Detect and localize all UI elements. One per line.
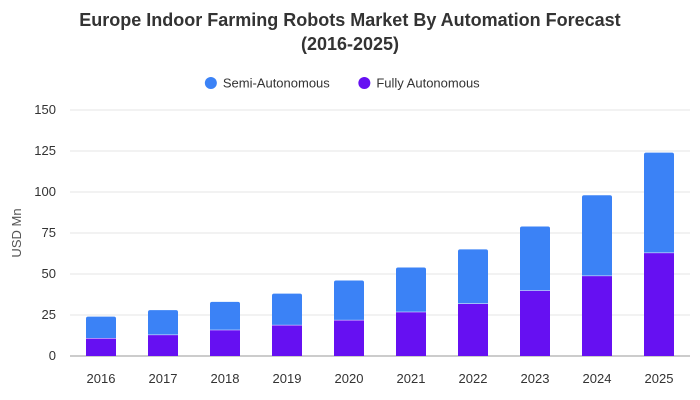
bar-fully-autonomous-2019[interactable] [272, 324, 302, 356]
chart-title: Europe Indoor Farming Robots Market By A… [79, 10, 621, 54]
x-tick-label: 2016 [87, 371, 116, 386]
y-tick-label: 0 [49, 348, 56, 363]
y-tick-label: 50 [42, 266, 56, 281]
y-tick-label: 75 [42, 225, 56, 240]
bar-semi-autonomous-2023[interactable] [520, 226, 550, 291]
bar-fully-autonomous-2020[interactable] [334, 319, 364, 356]
x-tick-label: 2025 [645, 371, 674, 386]
bar-semi-autonomous-2017[interactable] [148, 310, 178, 335]
bar-fully-autonomous-2016[interactable] [86, 337, 116, 356]
bar-fully-autonomous-2021[interactable] [396, 311, 426, 356]
x-tick-label: 2021 [397, 371, 426, 386]
x-tick-label: 2023 [521, 371, 550, 386]
legend-marker-icon [204, 77, 217, 89]
bar-semi-autonomous-2025[interactable] [644, 152, 674, 253]
bar-semi-autonomous-2024[interactable] [582, 195, 612, 276]
legend-item-semi-autonomous[interactable]: Semi-Autonomous [204, 76, 330, 91]
bar-fully-autonomous-2018[interactable] [210, 329, 240, 356]
legend-label: Semi-Autonomous [223, 76, 330, 91]
bar-fully-autonomous-2024[interactable] [582, 275, 612, 356]
bar-fully-autonomous-2023[interactable] [520, 290, 550, 356]
y-axis-label: USD Mn [9, 208, 24, 257]
y-tick-label: 150 [34, 102, 56, 117]
bar-semi-autonomous-2016[interactable] [86, 316, 116, 338]
x-tick-label: 2020 [335, 371, 364, 386]
bar-fully-autonomous-2017[interactable] [148, 334, 178, 356]
x-tick-label: 2019 [273, 371, 302, 386]
bar-fully-autonomous-2022[interactable] [458, 303, 488, 356]
bar-semi-autonomous-2019[interactable] [272, 293, 302, 325]
bar-semi-autonomous-2018[interactable] [210, 301, 240, 330]
bar-fully-autonomous-2025[interactable] [644, 252, 674, 356]
legend-marker-icon [358, 77, 371, 89]
x-tick-label: 2018 [211, 371, 240, 386]
y-tick-label: 25 [42, 307, 56, 322]
y-tick-label: 125 [34, 143, 56, 158]
x-tick-label: 2024 [583, 371, 612, 386]
legend-label: Fully Autonomous [376, 76, 480, 91]
x-tick-label: 2022 [459, 371, 488, 386]
bar-semi-autonomous-2022[interactable] [458, 249, 488, 304]
legend-item-fully-autonomous[interactable]: Fully Autonomous [358, 76, 480, 91]
y-tick-label: 100 [34, 184, 56, 199]
bar-semi-autonomous-2020[interactable] [334, 280, 364, 320]
bar-semi-autonomous-2021[interactable] [396, 267, 426, 312]
x-tick-label: 2017 [149, 371, 178, 386]
